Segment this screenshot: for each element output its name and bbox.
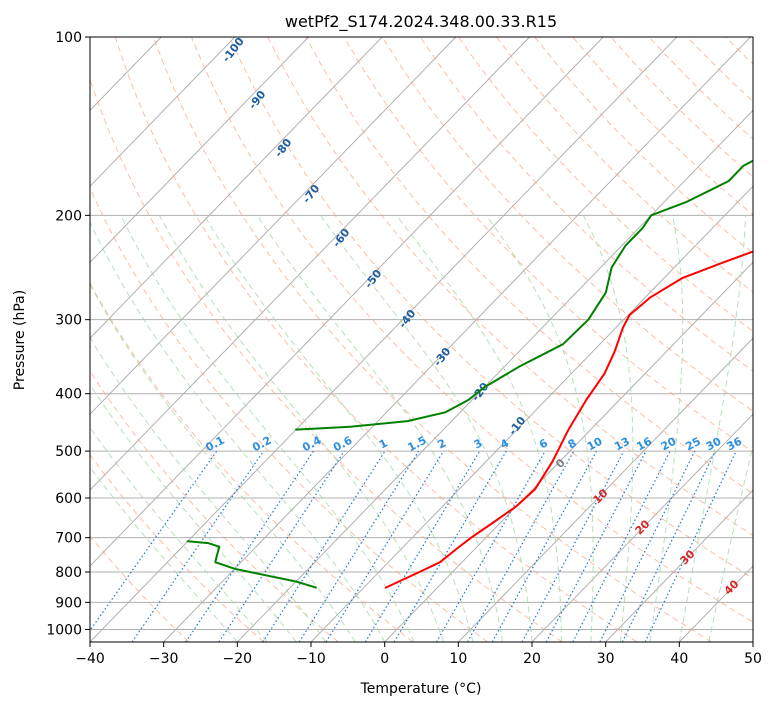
- x-tick-label: −30: [149, 651, 179, 667]
- isotherm-line: [90, 37, 309, 263]
- isotherm-line: [531, 413, 753, 642]
- moist-adiabat-line: [90, 383, 297, 642]
- temperature-profile-line: [384, 250, 753, 589]
- isotherm-line: [90, 37, 383, 339]
- moist-adiabat-line: [396, 215, 562, 642]
- y-axis-label: Pressure (hPa): [12, 290, 28, 390]
- y-tick-label: 500: [55, 444, 82, 460]
- mixing-ratio-line: [131, 450, 265, 642]
- isotherm-line: [90, 37, 530, 491]
- plot-frame: [89, 36, 754, 643]
- mixing-ratio-label: 36: [725, 435, 745, 454]
- x-tick-label: 0: [380, 651, 389, 667]
- mixing-ratio-line: [90, 450, 218, 632]
- dry-adiabat-line: [90, 187, 488, 642]
- y-tick-label: 300: [55, 313, 82, 329]
- dry-adiabat-line: [114, 37, 638, 642]
- isotherm-line: [90, 37, 604, 567]
- x-tick-label: −10: [296, 651, 326, 667]
- moist-adiabat-line: [90, 221, 386, 642]
- mixing-ratio-line: [435, 450, 546, 642]
- dewpoint-profile-line: [186, 540, 317, 589]
- isotherm-line: [90, 37, 457, 415]
- dry-adiabat-line: [191, 37, 753, 623]
- profile-series: [186, 159, 753, 589]
- dry-adiabat-line: [90, 77, 563, 642]
- moist-adiabat-line: [90, 336, 327, 642]
- y-tick-label: 800: [55, 565, 82, 581]
- isotherm-line: [384, 261, 753, 642]
- moist-adiabat-line: [485, 215, 594, 642]
- mixing-ratio-label: 13: [612, 435, 632, 454]
- mixing-ratio-line: [325, 450, 445, 642]
- mixing-ratio-line: [466, 450, 575, 642]
- mixing-ratio-line: [521, 450, 625, 642]
- y-tick-label: 200: [55, 208, 82, 224]
- dry-adiabat-line: [764, 37, 775, 642]
- moist-adiabat-line: [90, 283, 356, 642]
- x-tick-label: 20: [523, 651, 541, 667]
- dewpoint-profile-line: [295, 159, 753, 431]
- mixing-ratio-line: [491, 450, 597, 642]
- moist-adiabat-line: [320, 215, 533, 642]
- x-tick-label: −20: [223, 651, 253, 667]
- isotherm-line: [457, 337, 753, 642]
- chart-title: wetPf2_S174.2024.348.00.33.R15: [285, 12, 557, 32]
- dry-adiabat-line: [90, 370, 339, 642]
- mixing-ratio-label: 10: [585, 435, 605, 454]
- isotherm-line: [752, 641, 753, 642]
- mixing-ratio-line: [262, 450, 386, 642]
- dry-adiabat-line: [90, 454, 264, 642]
- y-tick-label: 1000: [46, 622, 82, 638]
- x-tick-label: 30: [597, 651, 615, 667]
- x-tick-label: 50: [744, 651, 762, 667]
- y-tick-label: 100: [55, 30, 82, 46]
- isotherm-line: [236, 109, 753, 642]
- isotherm-line: [310, 185, 753, 642]
- mixing-ratio-line: [621, 450, 716, 642]
- moist-adiabat-line: [203, 215, 474, 642]
- moist-adiabat-line: [678, 215, 746, 642]
- x-tick-label: 10: [449, 651, 467, 667]
- y-axis: 100 200 300 400 500 600 700 800 900 1000: [46, 30, 90, 638]
- mixing-ratio-label: 25: [683, 435, 703, 454]
- isotherm-line: [90, 37, 236, 188]
- x-axis-label: Temperature (°C): [360, 681, 482, 697]
- dry-adiabat-line: [496, 37, 753, 293]
- dry-adiabat-line: [90, 282, 414, 642]
- mixing-ratio-label: 16: [634, 435, 654, 454]
- y-tick-label: 600: [55, 491, 82, 507]
- mixing-ratio-line: [298, 450, 420, 642]
- mixing-ratio-label: 20: [659, 435, 679, 454]
- mixing-ratio-label: 30: [704, 435, 724, 454]
- x-tick-label: 40: [670, 651, 688, 667]
- isotherm-line: [163, 37, 751, 642]
- y-tick-label: 400: [55, 387, 82, 403]
- y-tick-label: 900: [55, 595, 82, 611]
- moist-adiabat-line: [649, 215, 684, 642]
- moist-adiabat-line: [582, 215, 634, 642]
- x-tick-label: −40: [75, 651, 105, 667]
- isotherm-line: [605, 489, 753, 642]
- moist-adiabat-line: [120, 215, 415, 642]
- y-tick-label: 700: [55, 531, 82, 547]
- mixing-ratio-line: [364, 450, 481, 642]
- mixing-ratio-line: [393, 450, 507, 642]
- moist-adiabat-line: [158, 215, 445, 642]
- plot-background: [90, 37, 753, 642]
- x-axis: −40 −30 −20 −10 0 10 20 30 40 50: [75, 642, 762, 667]
- mixing-ratio-line: [644, 450, 737, 642]
